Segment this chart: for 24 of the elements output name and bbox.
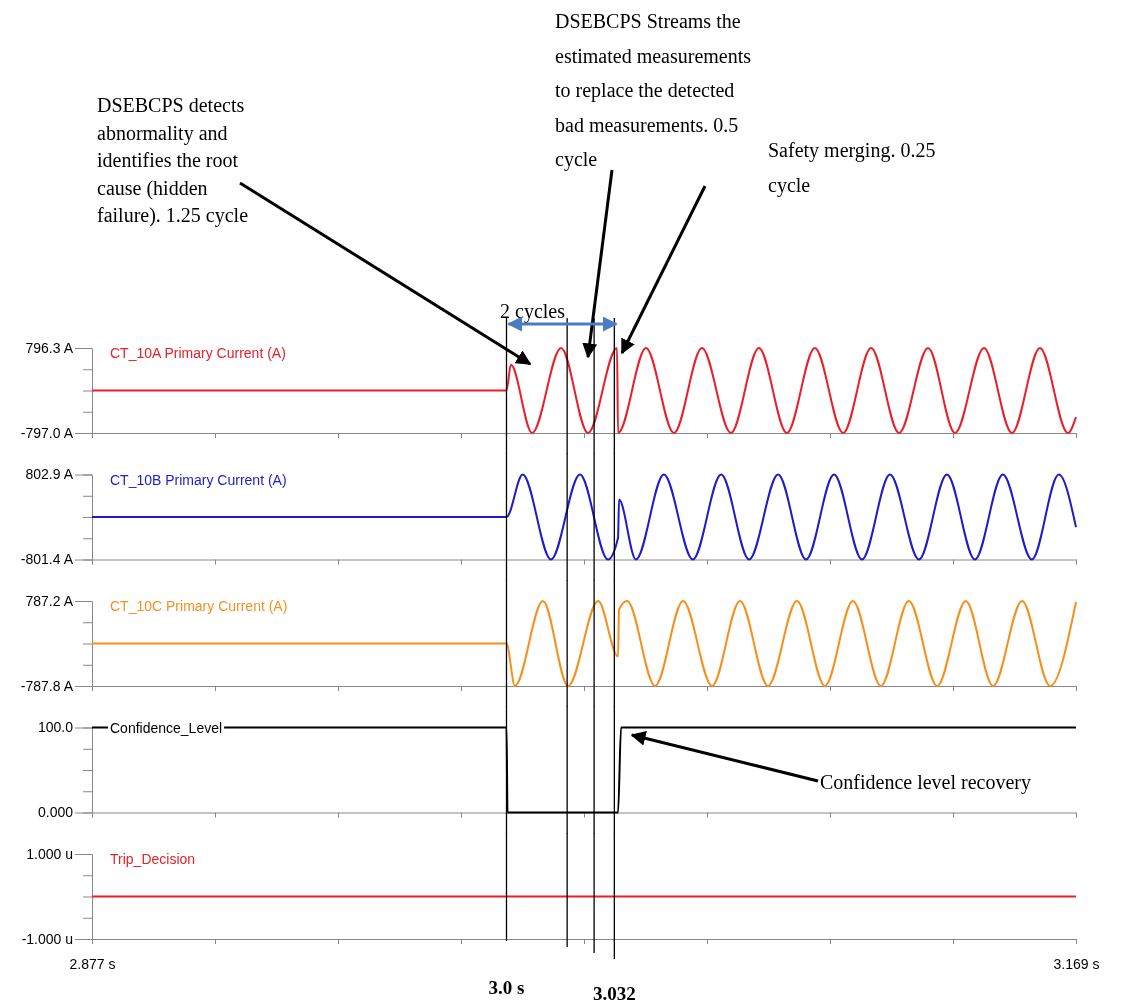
y-tick-label: -1.000 u — [21, 930, 73, 947]
y-tick-label: 1.000 u — [26, 845, 73, 862]
ref-line-label: 3.0 s — [488, 977, 525, 998]
text: Safety merging. 0.25 cycle — [768, 139, 936, 197]
y-tick-label: -787.8 A — [20, 677, 74, 694]
y-tick-label: 787.2 A — [25, 592, 74, 609]
y-tick-label: -797.0 A — [20, 424, 74, 441]
text: DSEBCPS Streams the estimated measurements to replace the detected bad measurements. 0.5 cycle — [555, 10, 752, 171]
text: Trip_Decision — [110, 851, 196, 867]
x-tick-label: 2.877 s — [69, 956, 116, 973]
y-tick-label: 796.3 A — [25, 339, 74, 356]
y-tick-label: 0.000 — [37, 804, 74, 821]
text: CT_10C Primary Current (A) — [110, 598, 288, 614]
y-tick-label: -801.4 A — [20, 551, 74, 568]
text: DSEBCPS detects abnormality and identifies the root cause (hidden failure). 1.25 cycle — [97, 94, 249, 227]
y-tick-label: 100.0 — [37, 719, 74, 736]
series-label: Confidence_Level — [110, 719, 223, 736]
y-tick-label: 802.9 A — [25, 466, 74, 483]
text: CT_10B Primary Current (A) — [110, 471, 287, 488]
text: CT_10A Primary Current (A) — [110, 345, 286, 361]
x-tick-label: 3.169 s — [1053, 956, 1100, 973]
annotation: Confidence level recovery — [820, 771, 1032, 794]
text: 2 cycles — [500, 300, 566, 323]
ref-line-label: 3.032 — [592, 983, 636, 1002]
